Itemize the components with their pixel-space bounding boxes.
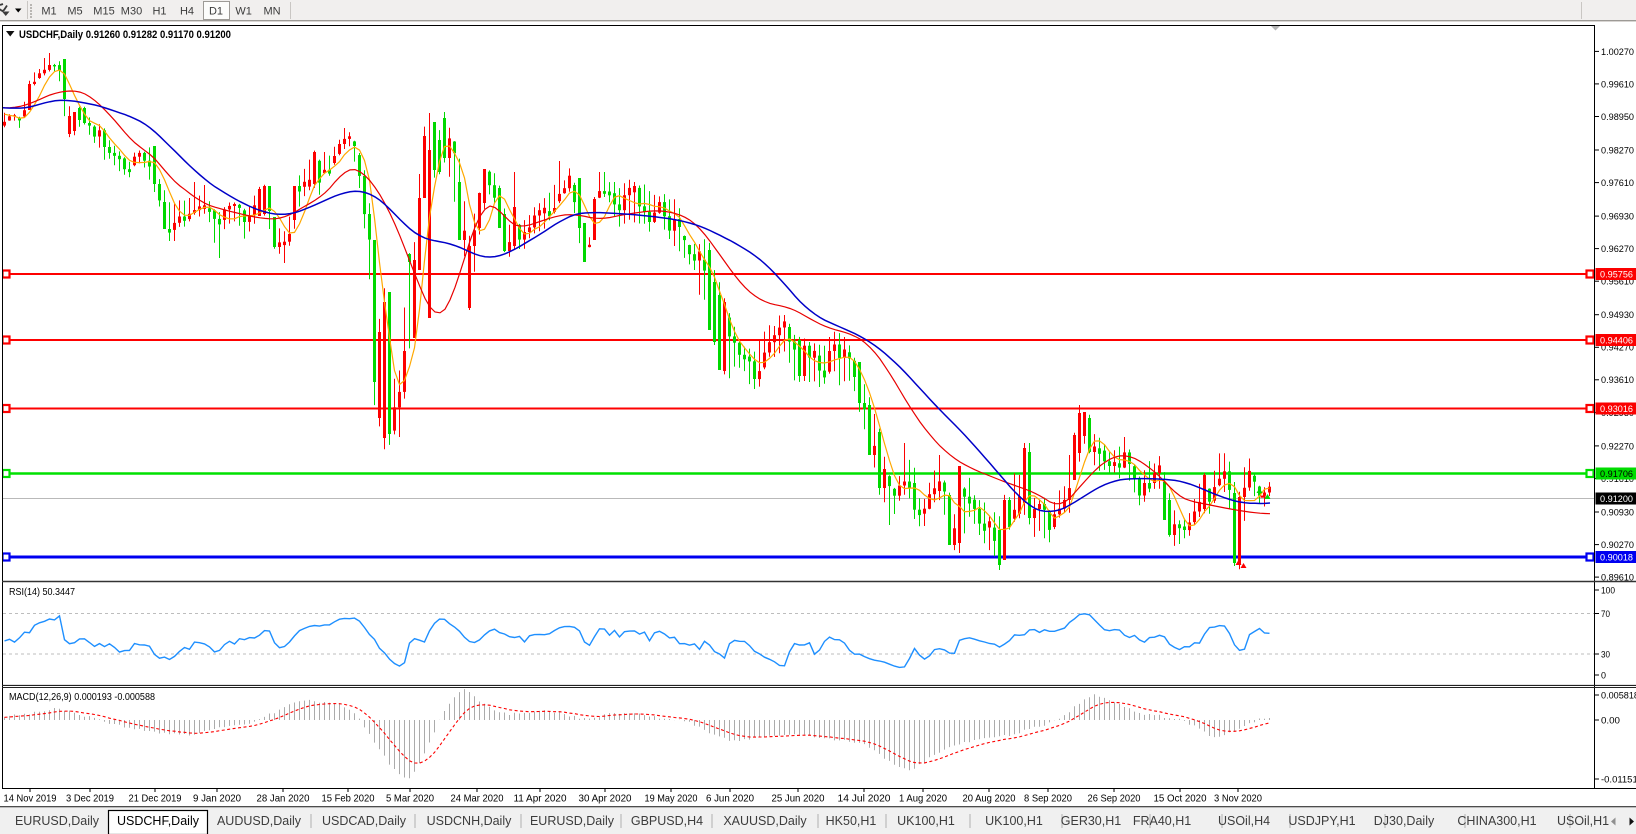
svg-text:28 Jan 2020: 28 Jan 2020 — [257, 793, 310, 805]
svg-text:EURUSD,Daily: EURUSD,Daily — [530, 814, 615, 828]
svg-text:MACD(12,26,9) 0.000193 -0.0005: MACD(12,26,9) 0.000193 -0.000588 — [9, 692, 155, 703]
svg-text:MN: MN — [263, 6, 280, 18]
svg-text:0.94406: 0.94406 — [1600, 336, 1633, 347]
svg-text:26 Sep 2020: 26 Sep 2020 — [1088, 793, 1141, 805]
svg-text:XAUUSD,Daily: XAUUSD,Daily — [723, 814, 807, 828]
svg-text:0.93610: 0.93610 — [1601, 375, 1634, 386]
svg-text:0.93016: 0.93016 — [1600, 404, 1633, 415]
svg-text:EURUSD,Daily: EURUSD,Daily — [15, 814, 100, 828]
svg-text:100: 100 — [1601, 585, 1615, 596]
svg-text:0.90270: 0.90270 — [1601, 540, 1634, 551]
svg-text:0.95610: 0.95610 — [1601, 277, 1634, 288]
svg-text:HK50,H1: HK50,H1 — [826, 814, 877, 828]
svg-text:1.00270: 1.00270 — [1601, 47, 1634, 58]
svg-text:3 Nov 2020: 3 Nov 2020 — [1214, 793, 1262, 805]
svg-text:M15: M15 — [93, 6, 114, 18]
svg-text:GBPUSD,H4: GBPUSD,H4 — [631, 814, 703, 828]
svg-text:0.92270: 0.92270 — [1601, 441, 1634, 452]
svg-text:21 Dec 2019: 21 Dec 2019 — [129, 793, 182, 805]
svg-text:0.99610: 0.99610 — [1601, 79, 1634, 90]
svg-text:USDJPY,H1: USDJPY,H1 — [1288, 814, 1355, 828]
svg-text:DJ30,Daily: DJ30,Daily — [1374, 814, 1435, 828]
svg-text:0.89610: 0.89610 — [1601, 573, 1634, 584]
svg-text:M1: M1 — [41, 6, 56, 18]
svg-text:0.005818: 0.005818 — [1601, 690, 1636, 701]
svg-text:FRA40,H1: FRA40,H1 — [1133, 814, 1191, 828]
svg-text:GER30,H1: GER30,H1 — [1061, 814, 1121, 828]
svg-text:24 Mar 2020: 24 Mar 2020 — [451, 793, 504, 805]
svg-text:9 Jan 2020: 9 Jan 2020 — [193, 793, 241, 805]
svg-text:20 Aug 2020: 20 Aug 2020 — [963, 793, 1016, 805]
svg-text:0: 0 — [1601, 670, 1606, 681]
svg-text:0.94930: 0.94930 — [1601, 310, 1634, 321]
svg-text:USDCNH,Daily: USDCNH,Daily — [427, 814, 512, 828]
svg-text:0.90018: 0.90018 — [1600, 553, 1633, 564]
svg-text:8 Sep 2020: 8 Sep 2020 — [1024, 793, 1072, 805]
svg-text:UK100,H1: UK100,H1 — [985, 814, 1043, 828]
svg-text:6 Jun 2020: 6 Jun 2020 — [706, 793, 754, 805]
svg-text:0.98950: 0.98950 — [1601, 112, 1634, 123]
svg-text:M30: M30 — [121, 6, 142, 18]
svg-text:0.98270: 0.98270 — [1601, 145, 1634, 156]
svg-text:15 Oct 2020: 15 Oct 2020 — [1154, 793, 1207, 805]
svg-text:1 Aug 2020: 1 Aug 2020 — [899, 793, 947, 805]
svg-text:0.95756: 0.95756 — [1600, 270, 1633, 281]
svg-text:15 Feb 2020: 15 Feb 2020 — [322, 793, 375, 805]
svg-text:0.97610: 0.97610 — [1601, 178, 1634, 189]
svg-text:0.94270: 0.94270 — [1601, 343, 1634, 354]
svg-text:11 Apr 2020: 11 Apr 2020 — [514, 793, 567, 805]
svg-text:USDCHF,Daily: USDCHF,Daily — [117, 814, 200, 828]
svg-text:M5: M5 — [67, 6, 82, 18]
svg-text:UK100,H1: UK100,H1 — [897, 814, 955, 828]
svg-text:14 Jul 2020: 14 Jul 2020 — [838, 793, 891, 805]
svg-text:3 Dec 2019: 3 Dec 2019 — [66, 793, 114, 805]
svg-text:14 Nov 2019: 14 Nov 2019 — [4, 793, 57, 805]
svg-text:0.91200: 0.91200 — [1600, 494, 1633, 505]
svg-text:-0.011514: -0.011514 — [1601, 774, 1636, 785]
svg-text:USOil,H4: USOil,H4 — [1218, 814, 1270, 828]
svg-text:0.00: 0.00 — [1601, 715, 1620, 726]
svg-text:D1: D1 — [209, 6, 223, 18]
svg-text:0.96930: 0.96930 — [1601, 212, 1634, 223]
svg-text:30 Apr 2020: 30 Apr 2020 — [579, 793, 632, 805]
svg-text:H4: H4 — [180, 6, 194, 18]
svg-text:W1: W1 — [235, 6, 252, 18]
svg-text:USDCAD,Daily: USDCAD,Daily — [322, 814, 407, 828]
svg-text:AUDUSD,Daily: AUDUSD,Daily — [217, 814, 302, 828]
svg-text:30: 30 — [1601, 649, 1610, 660]
svg-text:USOil,H1: USOil,H1 — [1557, 814, 1609, 828]
svg-text:0.90930: 0.90930 — [1601, 507, 1634, 518]
svg-text:RSI(14) 50.3447: RSI(14) 50.3447 — [9, 587, 75, 598]
svg-text:5 Mar 2020: 5 Mar 2020 — [386, 793, 434, 805]
svg-text:USDCHF,Daily 0.91260 0.91282: USDCHF,Daily 0.91260 0.91282 0.91170 0.9… — [19, 29, 231, 41]
svg-text:19 May 2020: 19 May 2020 — [645, 793, 698, 805]
svg-text:CHINA300,H1: CHINA300,H1 — [1457, 814, 1536, 828]
svg-text:70: 70 — [1601, 609, 1610, 620]
svg-text:25 Jun 2020: 25 Jun 2020 — [772, 793, 825, 805]
svg-text:0.91706: 0.91706 — [1600, 469, 1633, 480]
svg-text:0.96270: 0.96270 — [1601, 244, 1634, 255]
svg-text:H1: H1 — [152, 6, 166, 18]
